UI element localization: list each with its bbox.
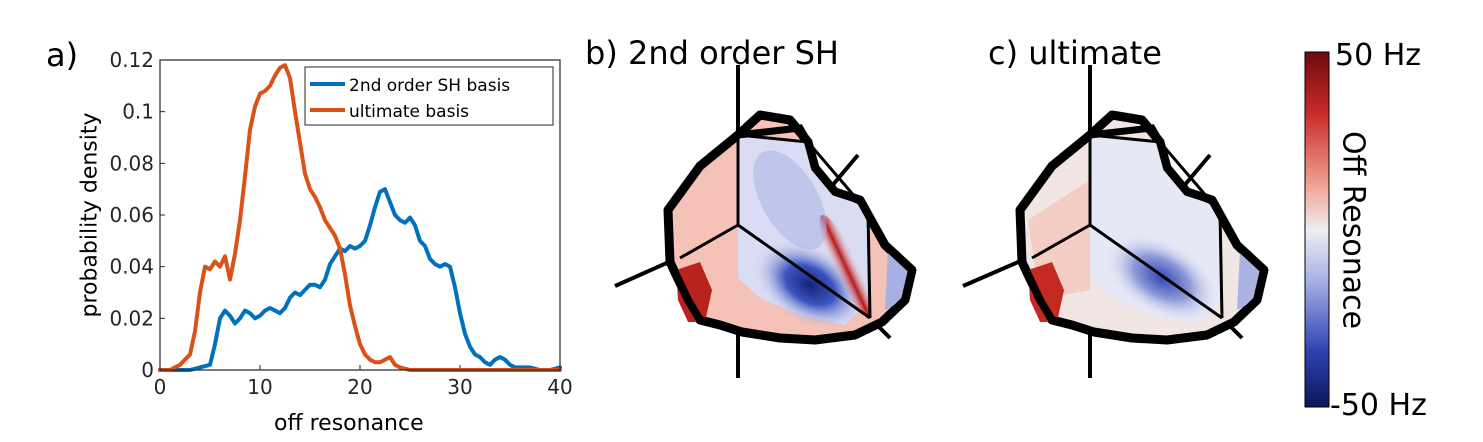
panel-b-label: b) 2nd order SH [585, 34, 839, 72]
series-layer [158, 63, 562, 372]
x-tick-label: 20 [347, 375, 372, 399]
panel-c-label: c) ultimate [988, 34, 1162, 72]
x-tick-label: 10 [247, 375, 272, 399]
field-map-ultimate [962, 65, 1269, 378]
x-axis-title: off resonance [274, 411, 424, 436]
x-tick-label: 30 [447, 375, 472, 399]
legend-box [304, 66, 554, 126]
colorbar-min-label: -50 Hz [1330, 388, 1427, 423]
x-tick-label: 0 [154, 375, 167, 399]
field-map-sh [614, 65, 917, 378]
panel-a-label: a) [46, 36, 79, 74]
y-tick-label: 0.08 [109, 151, 154, 175]
axis-ticks: 0 10 20 30 40 0 0.02 0.04 0.06 0.08 0.1 0.12 [109, 48, 572, 399]
legend-label-sh: 2nd order SH basis [349, 76, 510, 96]
series-line-ultimate [158, 63, 562, 372]
legend: 2nd order SH basis ultimate basis [304, 66, 554, 126]
y-tick-label: 0.04 [109, 255, 154, 279]
y-tick-label: 0.06 [109, 203, 154, 227]
plot-frame [159, 59, 561, 371]
series-line-sh [158, 187, 562, 372]
line-chart: 0 10 20 30 40 0 0.02 0.04 0.06 0.08 0.1 0.12 2nd or… [109, 48, 572, 399]
y-tick-label: 0 [141, 358, 154, 382]
y-tick-label: 0.12 [109, 48, 154, 72]
y-tick-label: 0.1 [122, 100, 154, 124]
colorbar-max-label: 50 Hz [1335, 38, 1422, 73]
x-tick-label: 40 [547, 375, 572, 399]
y-tick-label: 0.02 [109, 306, 154, 330]
legend-label-ultimate: ultimate basis [349, 102, 469, 122]
colorbar [1304, 51, 1330, 408]
